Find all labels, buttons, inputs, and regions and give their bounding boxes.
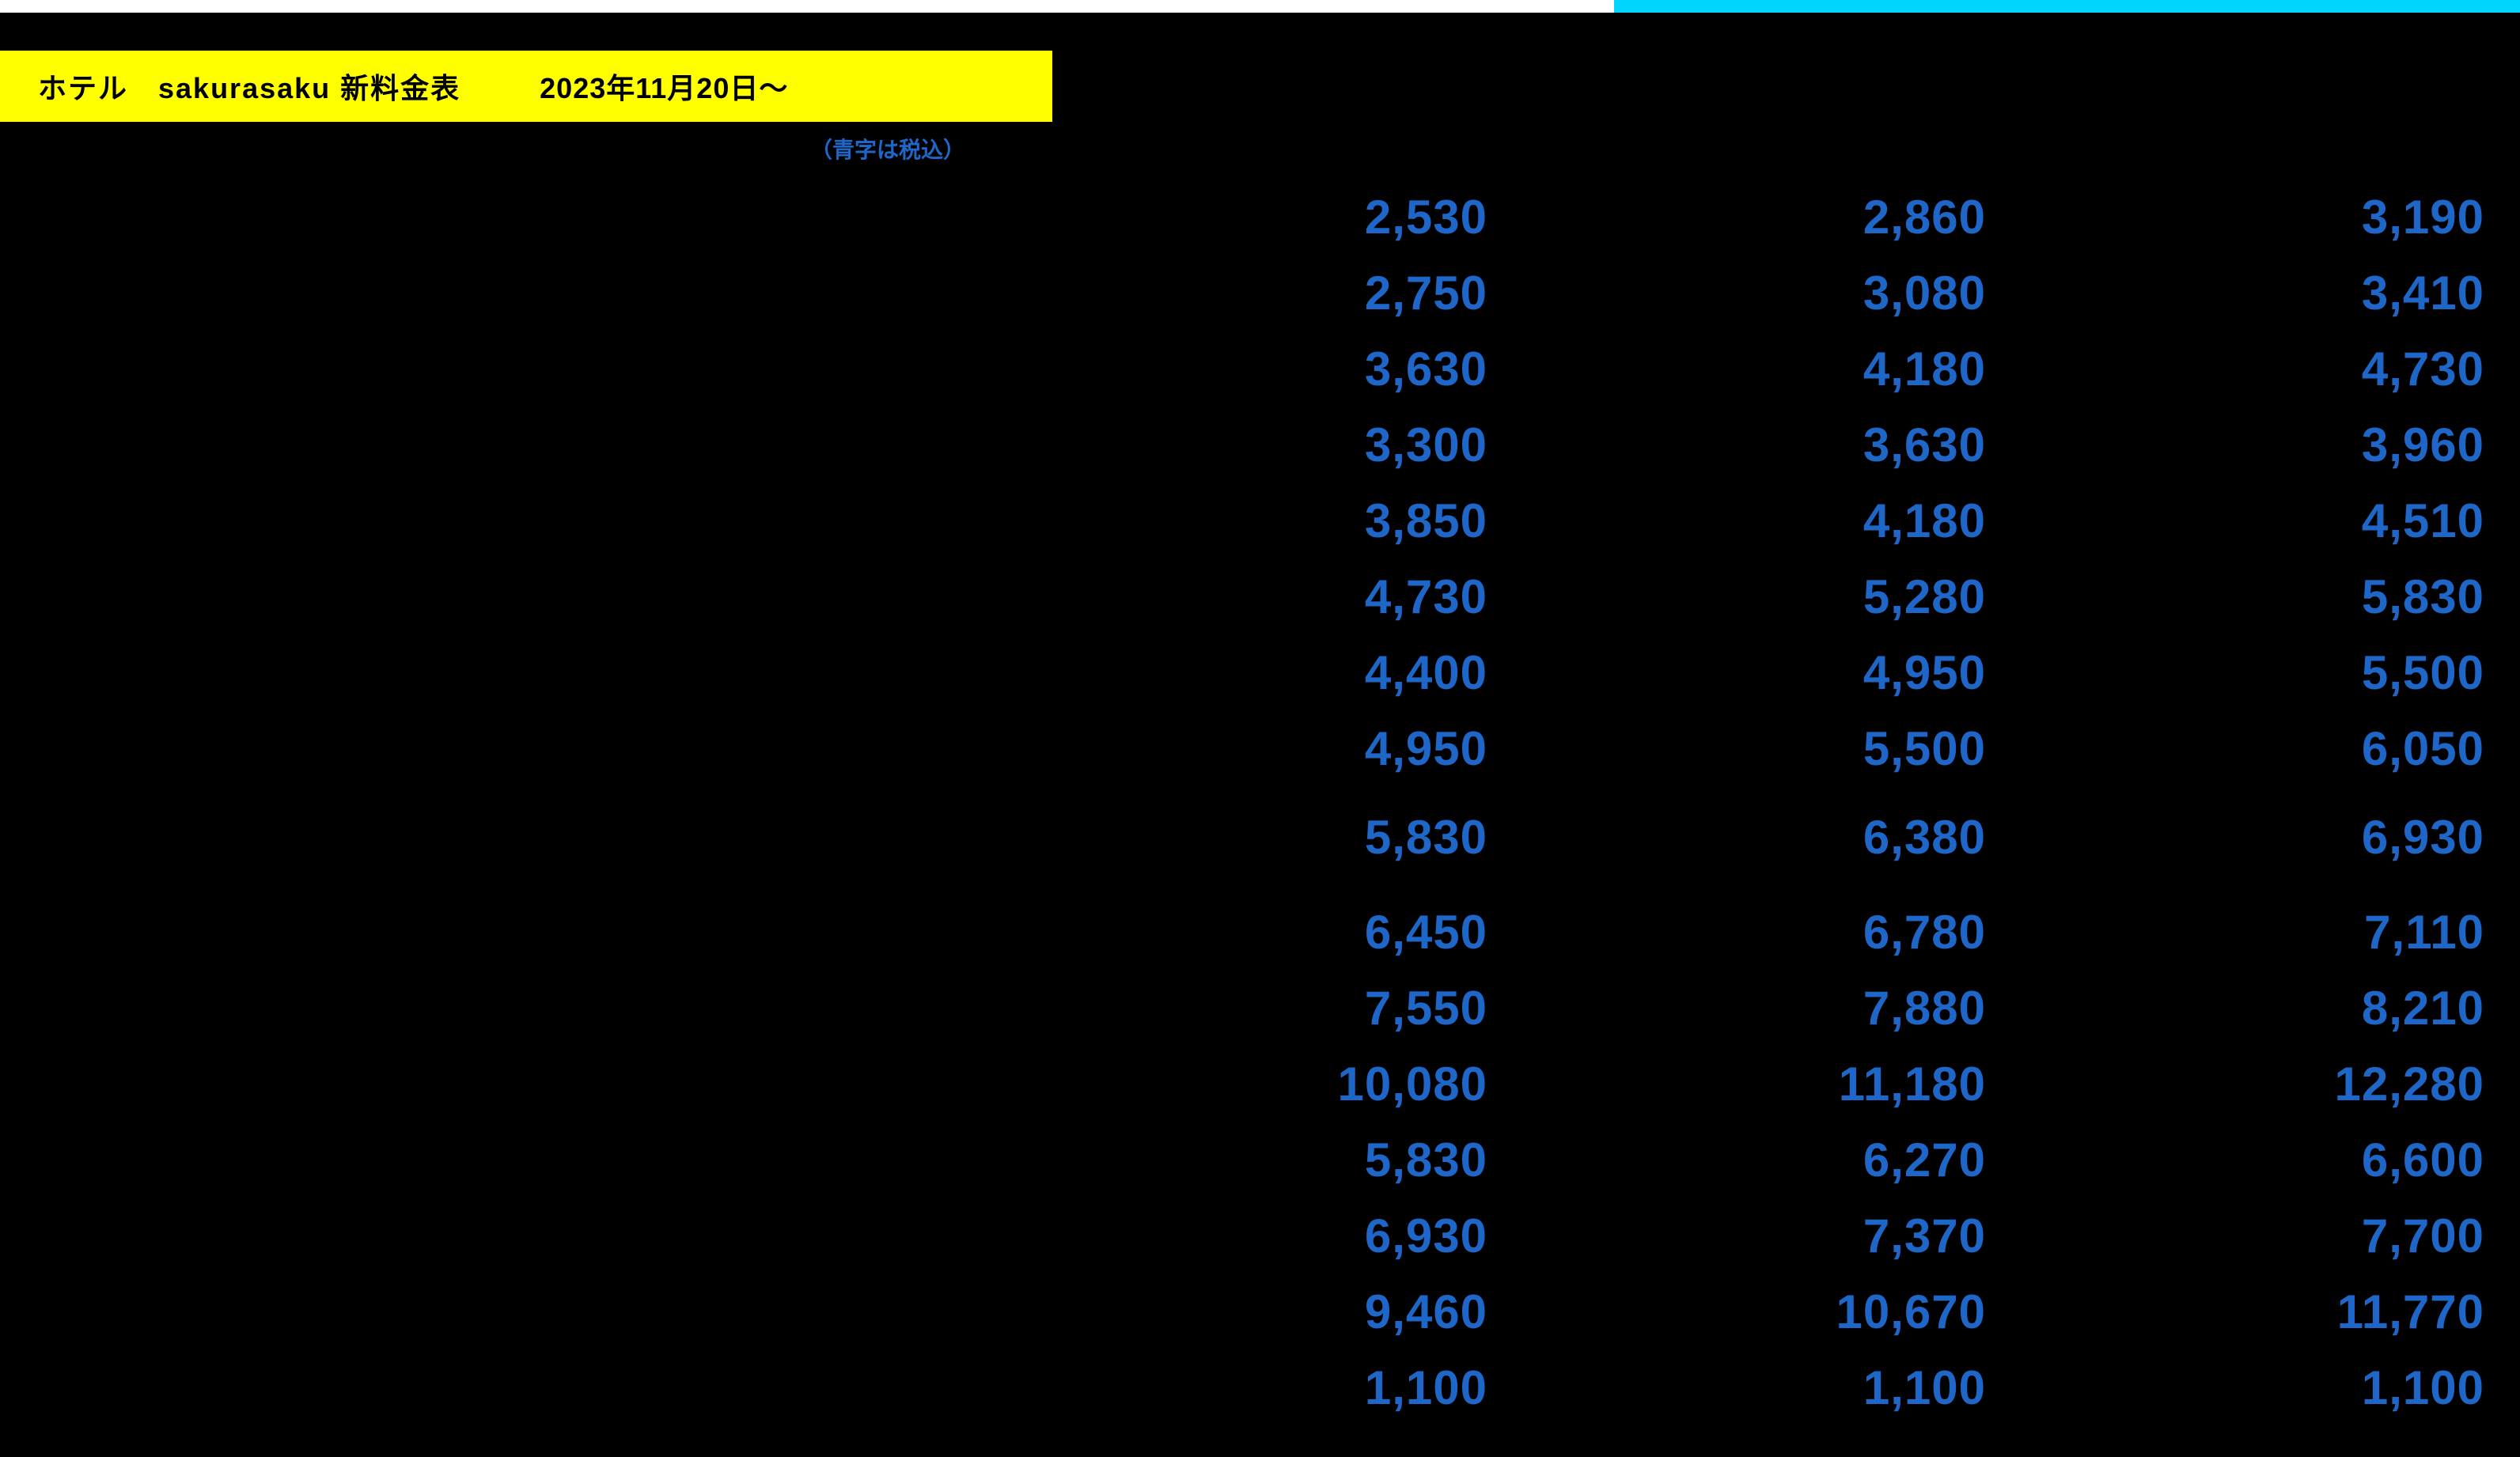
price-cell: 6,270 <box>1503 1133 2002 1187</box>
price-cell: 5,830 <box>1005 1133 1503 1187</box>
price-cell: 3,960 <box>2002 418 2500 472</box>
price-cell: 7,700 <box>2002 1209 2500 1263</box>
price-cell: 10,670 <box>1503 1285 2002 1339</box>
price-cell: 7,550 <box>1005 981 1503 1035</box>
price-cell: 3,080 <box>1503 266 2002 320</box>
table-row: 9,46010,67011,770 <box>1005 1273 2500 1349</box>
price-cell: 6,380 <box>1503 810 2002 865</box>
price-cell: 4,400 <box>1005 645 1503 700</box>
price-table: 2,5302,8603,1902,7503,0803,4103,6304,180… <box>1005 179 2500 1425</box>
top-accent-left <box>0 0 1614 13</box>
price-cell: 1,100 <box>2002 1360 2500 1415</box>
price-cell: 5,500 <box>2002 645 2500 700</box>
price-cell: 3,190 <box>2002 190 2500 244</box>
price-cell: 11,180 <box>1503 1057 2002 1111</box>
price-cell: 4,180 <box>1503 342 2002 396</box>
price-cell: 2,860 <box>1503 190 2002 244</box>
price-cell: 11,770 <box>2002 1285 2500 1339</box>
price-cell: 8,210 <box>2002 981 2500 1035</box>
title-text-date: 2023年11月20日～ <box>540 66 788 107</box>
price-cell: 4,950 <box>1005 721 1503 776</box>
table-row: 5,8306,2706,600 <box>1005 1122 2500 1198</box>
top-accent-bar <box>0 0 2520 13</box>
price-cell: 3,410 <box>2002 266 2500 320</box>
table-row: 4,4004,9505,500 <box>1005 634 2500 710</box>
price-cell: 3,630 <box>1503 418 2002 472</box>
price-cell: 5,280 <box>1503 570 2002 624</box>
title-band: ホテル sakurasaku 新料金表 2023年11月20日～ <box>0 51 1052 122</box>
price-cell: 2,750 <box>1005 266 1503 320</box>
price-cell: 9,460 <box>1005 1285 1503 1339</box>
price-cell: 6,930 <box>1005 1209 1503 1263</box>
price-cell: 4,730 <box>1005 570 1503 624</box>
price-cell: 6,780 <box>1503 905 2002 959</box>
price-cell: 4,510 <box>2002 494 2500 548</box>
price-cell: 7,880 <box>1503 981 2002 1035</box>
table-row: 5,8306,3806,930 <box>1005 799 2500 875</box>
top-accent-right <box>1614 0 2520 13</box>
table-row: 7,5507,8808,210 <box>1005 970 2500 1046</box>
price-cell: 5,830 <box>2002 570 2500 624</box>
price-cell: 7,110 <box>2002 905 2500 959</box>
price-cell: 6,600 <box>2002 1133 2500 1187</box>
table-row: 4,7305,2805,830 <box>1005 558 2500 634</box>
price-cell: 12,280 <box>2002 1057 2500 1111</box>
table-row: 2,7503,0803,410 <box>1005 255 2500 331</box>
price-cell: 3,630 <box>1005 342 1503 396</box>
table-row: 3,6304,1804,730 <box>1005 331 2500 407</box>
table-row: 1,1001,1001,100 <box>1005 1349 2500 1425</box>
table-row: 10,08011,18012,280 <box>1005 1046 2500 1122</box>
title-text-main: ホテル sakurasaku 新料金表 <box>38 66 460 107</box>
price-cell: 3,850 <box>1005 494 1503 548</box>
table-row: 6,9307,3707,700 <box>1005 1198 2500 1273</box>
price-cell: 6,050 <box>2002 721 2500 776</box>
table-row: 3,8504,1804,510 <box>1005 483 2500 558</box>
body-panel: ホテル sakurasaku 新料金表 2023年11月20日～ （青字は税込）… <box>0 13 2520 1457</box>
tax-note: （青字は税込） <box>0 133 1052 165</box>
table-row: 4,9505,5006,050 <box>1005 710 2500 786</box>
price-cell: 10,080 <box>1005 1057 1503 1111</box>
table-row: 2,5302,8603,190 <box>1005 179 2500 255</box>
price-cell: 4,730 <box>2002 342 2500 396</box>
price-cell: 3,300 <box>1005 418 1503 472</box>
price-cell: 1,100 <box>1005 1360 1503 1415</box>
table-row: 6,4506,7807,110 <box>1005 894 2500 970</box>
price-cell: 1,100 <box>1503 1360 2002 1415</box>
price-cell: 5,830 <box>1005 810 1503 865</box>
table-row: 3,3003,6303,960 <box>1005 407 2500 483</box>
page: ホテル sakurasaku 新料金表 2023年11月20日～ （青字は税込）… <box>0 0 2520 1457</box>
price-cell: 2,530 <box>1005 190 1503 244</box>
price-cell: 4,950 <box>1503 645 2002 700</box>
price-cell: 7,370 <box>1503 1209 2002 1263</box>
price-cell: 6,450 <box>1005 905 1503 959</box>
price-cell: 4,180 <box>1503 494 2002 548</box>
price-cell: 5,500 <box>1503 721 2002 776</box>
price-cell: 6,930 <box>2002 810 2500 865</box>
